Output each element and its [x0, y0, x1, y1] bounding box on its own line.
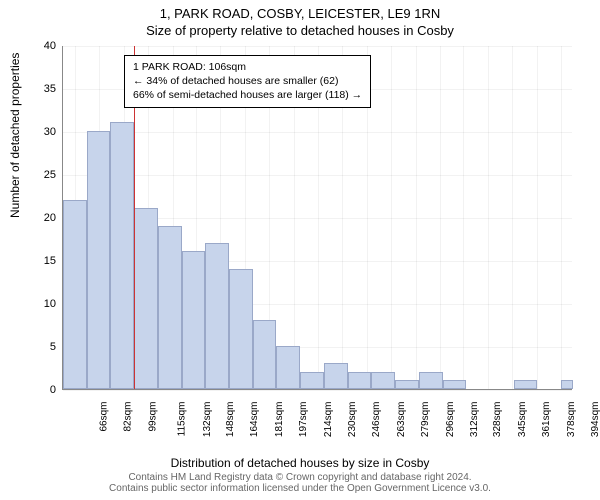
x-tick-label: 181sqm: [274, 402, 285, 438]
y-tick-label: 20: [26, 212, 56, 224]
histogram-plot: 1 PARK ROAD: 106sqm ← 34% of detached ho…: [62, 46, 572, 390]
x-tick-label: 394sqm: [590, 402, 600, 438]
y-tick-label: 5: [26, 341, 56, 353]
histogram-bar: [110, 122, 134, 389]
gridline-v: [416, 46, 417, 389]
y-tick-label: 40: [26, 40, 56, 52]
x-tick-label: 82sqm: [122, 402, 133, 432]
histogram-bar: [182, 251, 206, 389]
histogram-bar: [87, 131, 111, 389]
histogram-bar: [324, 363, 348, 389]
histogram-bar: [134, 208, 158, 389]
histogram-bar: [514, 380, 538, 389]
histogram-bar: [205, 243, 229, 389]
y-axis-title: Number of detached properties: [8, 53, 22, 218]
gridline-v: [440, 46, 441, 389]
annotation-line-3: 66% of semi-detached houses are larger (…: [133, 88, 362, 102]
histogram-bar: [371, 372, 395, 389]
x-tick-label: 296sqm: [445, 402, 456, 438]
x-tick-label: 312sqm: [469, 402, 480, 438]
y-tick-label: 15: [26, 255, 56, 267]
x-tick-label: 115sqm: [176, 402, 187, 437]
histogram-bar: [276, 346, 300, 389]
gridline-v: [391, 46, 392, 389]
x-tick-label: 214sqm: [323, 402, 334, 438]
main-title: 1, PARK ROAD, COSBY, LEICESTER, LE9 1RN: [0, 6, 600, 21]
x-tick-label: 164sqm: [249, 402, 260, 438]
x-tick-label: 279sqm: [420, 402, 431, 438]
x-tick-label: 99sqm: [147, 402, 158, 432]
histogram-bar: [395, 380, 419, 389]
annotation-box: 1 PARK ROAD: 106sqm ← 34% of detached ho…: [124, 55, 371, 108]
x-tick-label: 197sqm: [298, 402, 309, 438]
y-tick-label: 0: [26, 384, 56, 396]
title-block: 1, PARK ROAD, COSBY, LEICESTER, LE9 1RN …: [0, 0, 600, 38]
x-tick-label: 263sqm: [396, 402, 407, 438]
histogram-bar: [419, 372, 443, 389]
footer-line-2: Contains public sector information licen…: [0, 483, 600, 494]
x-tick-label: 230sqm: [347, 402, 358, 438]
gridline-v: [463, 46, 464, 389]
x-tick-label: 328sqm: [492, 402, 503, 438]
y-tick-label: 25: [26, 169, 56, 181]
x-tick-label: 148sqm: [226, 402, 237, 438]
x-tick-label: 132sqm: [202, 402, 213, 438]
histogram-bar: [443, 380, 467, 389]
histogram-bar: [63, 200, 87, 389]
footer-line-1: Contains HM Land Registry data © Crown c…: [0, 472, 600, 483]
gridline-v: [512, 46, 513, 389]
gridline-h: [63, 390, 572, 391]
histogram-bar: [561, 380, 573, 389]
histogram-bar: [229, 269, 253, 389]
sub-title: Size of property relative to detached ho…: [0, 23, 600, 38]
x-tick-label: 378sqm: [566, 402, 577, 438]
y-tick-label: 35: [26, 83, 56, 95]
y-tick-label: 30: [26, 126, 56, 138]
gridline-v: [561, 46, 562, 389]
attribution-footer: Contains HM Land Registry data © Crown c…: [0, 472, 600, 494]
x-axis-title: Distribution of detached houses by size …: [0, 456, 600, 470]
histogram-bar: [158, 226, 182, 389]
gridline-v: [537, 46, 538, 389]
x-tick-label: 246sqm: [371, 402, 382, 438]
x-tick-label: 361sqm: [541, 402, 552, 438]
histogram-bar: [253, 320, 277, 389]
y-tick-label: 10: [26, 298, 56, 310]
annotation-line-1: 1 PARK ROAD: 106sqm: [133, 60, 362, 74]
x-tick-label: 66sqm: [98, 402, 109, 432]
x-tick-label: 345sqm: [518, 402, 529, 438]
gridline-v: [488, 46, 489, 389]
histogram-bar: [348, 372, 372, 389]
histogram-bar: [300, 372, 324, 389]
annotation-line-2: ← 34% of detached houses are smaller (62…: [133, 74, 362, 88]
